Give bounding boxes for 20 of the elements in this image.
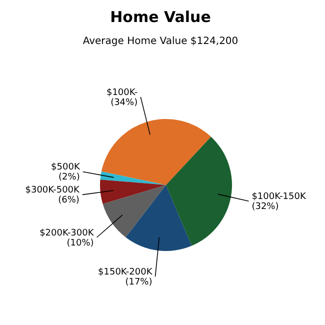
- data-label: (34%): [110, 98, 138, 108]
- chart-title: Home Value: [109, 8, 212, 26]
- slice-label: $150K-200K: [98, 268, 154, 278]
- pie-slice: [102, 185, 166, 238]
- slice-label: $200K-300K: [40, 228, 95, 238]
- data-label: (17%): [125, 278, 152, 288]
- slice-label: $100K-: [106, 88, 138, 98]
- data-label: (6%): [58, 196, 80, 206]
- pie-slice: [126, 185, 192, 251]
- slice-label: $500K: [51, 162, 81, 173]
- pie-slice: [100, 171, 166, 185]
- data-label: (2%): [58, 172, 80, 183]
- data-label: (10%): [66, 238, 94, 248]
- pie-slice: [166, 136, 232, 246]
- pie-slice: [101, 119, 212, 185]
- chart-subtitle: Average Home Value $124,200: [82, 36, 240, 47]
- pie-slice: [100, 180, 166, 204]
- slice-label: $300K-500K: [25, 186, 81, 196]
- data-label: (32%): [252, 202, 279, 212]
- slice-label: $100K-150K: [252, 192, 308, 202]
